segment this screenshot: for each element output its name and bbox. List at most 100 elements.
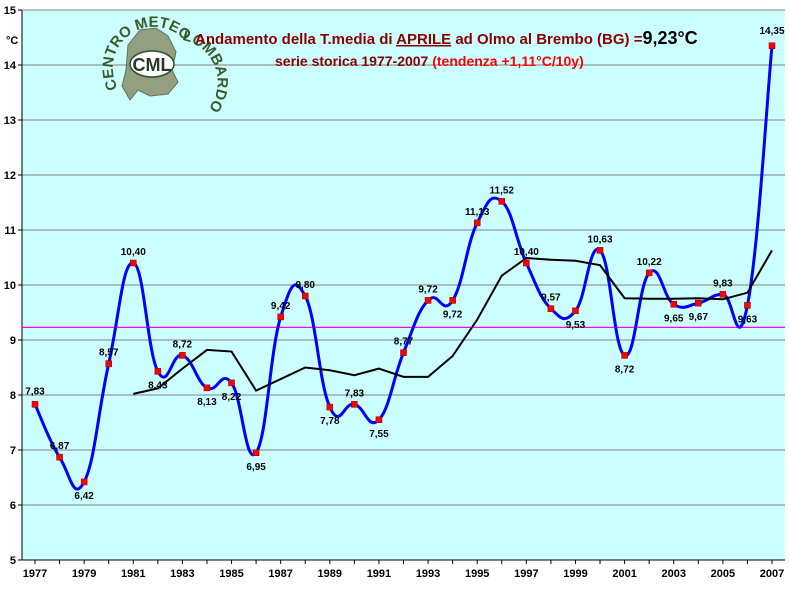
data-label: 11,13 <box>465 207 490 218</box>
x-tick-label: 1979 <box>72 568 96 580</box>
x-tick-label: 1997 <box>514 568 538 580</box>
y-tick-label: 11 <box>4 225 16 237</box>
x-tick-label: 1983 <box>170 568 194 580</box>
data-label: 9,63 <box>738 314 758 325</box>
data-point <box>498 198 506 205</box>
x-tick-label: 1989 <box>318 568 342 580</box>
data-point <box>252 449 260 456</box>
title-prefix: Andamento della T.media di <box>195 31 396 48</box>
series-line-moving-average <box>133 249 773 395</box>
x-tick-label: 1977 <box>23 568 47 580</box>
data-label: 9,72 <box>443 309 463 320</box>
data-point <box>621 352 628 359</box>
data-point <box>400 349 407 356</box>
data-point <box>744 302 751 309</box>
data-point <box>80 478 88 486</box>
y-tick-label: 12 <box>4 170 16 182</box>
logo-badge <box>129 50 175 78</box>
data-point <box>670 301 677 308</box>
data-label: 8,72 <box>615 364 635 375</box>
data-label: 10,40 <box>514 247 539 258</box>
data-point <box>473 219 481 227</box>
data-point <box>179 352 186 359</box>
data-label: 8,13 <box>197 397 217 408</box>
data-label: 9,42 <box>271 301 291 312</box>
x-tick-label: 1991 <box>367 568 391 580</box>
data-point <box>719 291 727 298</box>
data-point <box>351 401 358 408</box>
y-tick-label: 7 <box>10 445 16 457</box>
data-label: 11,52 <box>490 185 515 196</box>
y-tick-label: 6 <box>10 500 16 512</box>
y-tick-label: 14 <box>4 60 17 72</box>
data-label: 14,35 <box>759 26 784 37</box>
chart-title: Andamento della T.media di APRILE ad Olm… <box>195 28 698 48</box>
data-label: 9,65 <box>664 313 684 324</box>
data-point <box>154 368 162 375</box>
data-point <box>228 379 235 387</box>
data-point <box>695 299 702 307</box>
y-tick-label: 8 <box>10 390 16 402</box>
x-tick-label: 2007 <box>760 568 784 580</box>
data-label: 7,55 <box>369 429 389 440</box>
data-label: 7,83 <box>345 388 365 399</box>
y-tick-label: 15 <box>4 5 16 17</box>
data-point <box>130 259 137 267</box>
x-tick-label: 1995 <box>465 568 489 580</box>
data-point <box>326 403 334 411</box>
x-tick-label: 1981 <box>121 568 145 580</box>
data-label: 10,22 <box>637 257 662 268</box>
data-point <box>449 297 456 304</box>
x-tick-label: 2003 <box>661 568 685 580</box>
x-tick-label: 1985 <box>219 568 243 580</box>
data-point <box>596 247 604 254</box>
y-axis-label: °C <box>6 35 18 47</box>
data-label: 9,57 <box>541 293 561 304</box>
data-label: 8,77 <box>394 337 414 348</box>
data-label: 10,63 <box>588 234 613 245</box>
data-point <box>547 305 555 312</box>
subtitle-trend: (tendenza +1,11°C/10y) <box>432 53 584 69</box>
data-points <box>31 42 776 486</box>
data-label: 9,80 <box>295 280 315 291</box>
data-label: 8,57 <box>99 348 119 359</box>
data-label: 8,22 <box>222 392 242 403</box>
x-tick-label: 1999 <box>563 568 587 580</box>
data-label: 6,42 <box>74 491 94 502</box>
x-tick-label: 1987 <box>268 568 292 580</box>
data-label: 9,83 <box>713 278 733 289</box>
title-suffix: ad Olmo al Brembo (BG) = <box>451 31 643 48</box>
data-label: 9,72 <box>418 284 438 295</box>
data-label: 9,67 <box>689 312 709 323</box>
x-axis-ticks: 1977 1979 1981 1983 1985 1987 1989 1991 1993 1995… <box>23 560 784 580</box>
data-point <box>56 453 63 461</box>
data-point <box>375 416 383 423</box>
data-point <box>203 384 211 392</box>
data-label: 7,78 <box>320 416 340 427</box>
data-label: 8,72 <box>173 339 193 350</box>
subtitle-main: serie storica 1977-2007 <box>275 53 432 69</box>
data-point <box>424 297 432 304</box>
data-point <box>768 42 776 49</box>
y-tick-label: 13 <box>4 115 16 127</box>
y-tick-label: 9 <box>10 335 16 347</box>
data-label: 6,95 <box>246 462 266 473</box>
title-month: APRILE <box>396 31 451 48</box>
logo-badge-text: CML <box>133 55 172 75</box>
data-label: 6,87 <box>50 441 70 452</box>
data-label: 7,83 <box>25 386 45 397</box>
chart-subtitle: serie storica 1977-2007 (tendenza +1,11°… <box>275 53 584 69</box>
data-point <box>523 259 530 267</box>
data-point <box>301 292 309 300</box>
data-point <box>105 360 112 367</box>
data-label: 9,53 <box>566 320 586 331</box>
data-label: 8,43 <box>148 380 168 391</box>
data-label: 10,40 <box>121 247 146 258</box>
data-point <box>31 401 39 408</box>
data-point <box>572 307 579 315</box>
x-tick-label: 1993 <box>416 568 440 580</box>
data-point <box>277 313 284 321</box>
y-axis-ticks: 5 6 7 8 9 10 11 12 13 14 15 <box>4 5 22 567</box>
